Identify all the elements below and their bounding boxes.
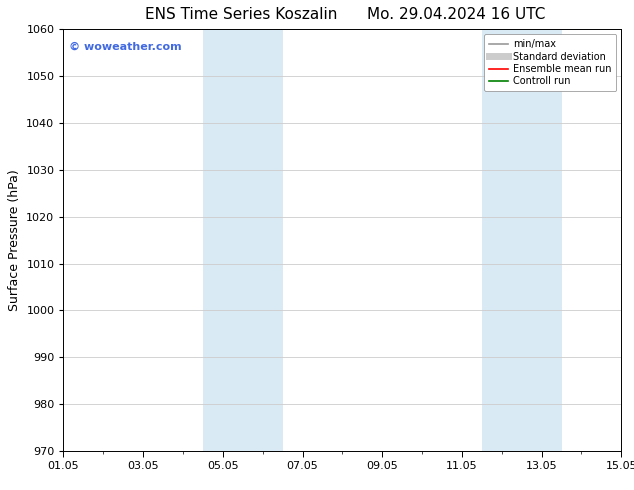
Text: ENS Time Series Koszalin: ENS Time Series Koszalin	[145, 7, 337, 23]
Bar	[522, 29, 562, 451]
Bar	[243, 29, 283, 451]
Text: © woweather.com: © woweather.com	[69, 42, 181, 52]
Bar	[482, 29, 522, 451]
Y-axis label: Surface Pressure (hPa): Surface Pressure (hPa)	[8, 169, 21, 311]
Legend: min/max, Standard deviation, Ensemble mean run, Controll run: min/max, Standard deviation, Ensemble me…	[484, 34, 616, 91]
Bar	[203, 29, 243, 451]
Text: Mo. 29.04.2024 16 UTC: Mo. 29.04.2024 16 UTC	[367, 7, 546, 23]
